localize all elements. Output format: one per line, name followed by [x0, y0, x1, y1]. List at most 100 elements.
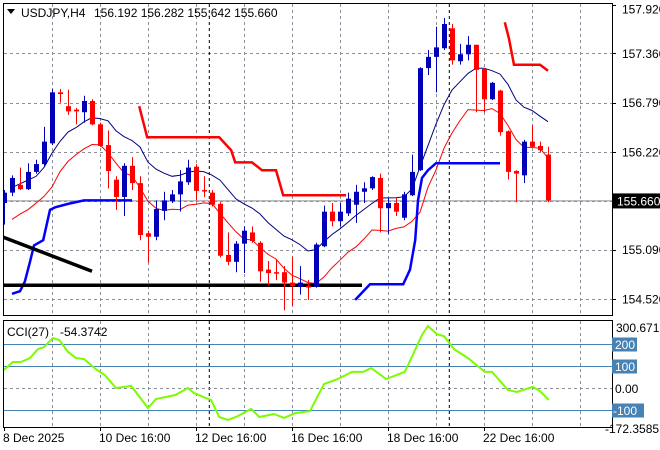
candles	[4, 17, 551, 311]
time-tick-label: 18 Dec 16:00	[387, 431, 459, 445]
candle	[362, 182, 367, 204]
cci-level-labels: 200 100 0.00 -100	[612, 337, 644, 418]
candle-body	[546, 154, 551, 201]
cci-level-label: -100	[613, 404, 637, 418]
time-tick-label: 8 Dec 2025	[3, 431, 65, 445]
candle	[530, 125, 535, 148]
candle	[250, 226, 255, 243]
candle-body	[378, 177, 383, 209]
candle-body	[4, 192, 7, 204]
candle-body	[106, 145, 111, 172]
candle	[202, 176, 207, 197]
cci-level-label: 0.00	[615, 382, 639, 396]
candle-body	[450, 28, 455, 61]
candle	[394, 196, 399, 216]
cci-level-badge	[612, 337, 637, 352]
candle	[106, 130, 111, 189]
candle-body	[210, 192, 215, 205]
candle	[282, 266, 287, 311]
candle-body	[474, 44, 479, 70]
candle	[378, 173, 383, 233]
candle	[4, 190, 7, 225]
trendline	[4, 235, 93, 273]
candle	[386, 197, 391, 235]
candle	[290, 256, 295, 306]
candle	[458, 43, 463, 65]
price-tick-label: 156.790	[622, 96, 660, 110]
candle-body	[218, 203, 223, 256]
candle-body	[490, 82, 495, 100]
candle-body	[466, 44, 471, 55]
candle	[170, 190, 175, 204]
candle-body	[498, 90, 503, 133]
candle	[474, 44, 479, 113]
candle-body	[90, 100, 95, 125]
time-tick-label: 10 Dec 16:00	[99, 431, 171, 445]
candle-body	[426, 56, 431, 69]
candle	[298, 266, 303, 295]
candle-body	[538, 145, 543, 151]
candle	[58, 88, 63, 103]
candle	[178, 170, 183, 212]
candle-body	[346, 198, 351, 214]
candle-body	[402, 194, 407, 218]
candle-body	[178, 181, 183, 195]
ohlc-readout: 156.192 156.282 155.642 155.660	[94, 6, 278, 20]
candle	[34, 159, 39, 174]
candle	[82, 95, 87, 123]
time-axis: 8 Dec 2025 10 Dec 16:00 12 Dec 16:00 16 Dec…	[3, 427, 555, 445]
ema-low-line	[11, 108, 549, 285]
candle-body	[506, 131, 511, 172]
candle-body	[42, 141, 47, 165]
cci-label: CCI(27)	[7, 325, 49, 339]
candle-body	[314, 244, 319, 287]
candle-body	[522, 141, 527, 176]
candle-body	[234, 243, 239, 262]
time-tick-label: 12 Dec 16:00	[195, 431, 267, 445]
candle	[274, 260, 279, 280]
candle-body	[370, 177, 375, 189]
candle-body	[50, 92, 55, 144]
candle	[482, 68, 487, 113]
candle	[26, 163, 31, 191]
lower-step-line	[354, 161, 500, 301]
candle-body	[226, 254, 231, 262]
candle	[450, 24, 455, 65]
candle-body	[322, 211, 327, 247]
candle-body	[26, 171, 31, 190]
ema-high-line	[11, 67, 549, 252]
candle	[266, 260, 271, 286]
candle-body	[194, 166, 199, 191]
candle	[370, 176, 375, 191]
candle	[42, 126, 47, 166]
candle	[146, 230, 151, 263]
price-tick-label: 155.090	[622, 243, 660, 257]
candle	[114, 176, 119, 210]
candle-body	[514, 171, 519, 174]
price-tick-label: 154.520	[622, 292, 660, 306]
candle-body	[114, 179, 119, 197]
cci-scale-max: 300.6719	[616, 321, 660, 335]
candle	[346, 192, 351, 216]
candle-body	[162, 200, 167, 211]
candle-body	[154, 209, 159, 237]
candle	[402, 191, 407, 221]
candle	[66, 89, 71, 115]
dropdown-triangle-icon[interactable]	[7, 9, 15, 14]
candle	[466, 36, 471, 61]
candle	[226, 232, 231, 266]
candle-body	[418, 68, 423, 171]
candle	[426, 49, 431, 76]
candle-body	[298, 282, 303, 287]
candle-body	[354, 191, 359, 205]
time-tick-label: 22 Dec 16:00	[483, 431, 555, 445]
candle	[434, 26, 439, 93]
candle-body	[138, 183, 143, 236]
candle	[90, 99, 95, 126]
candle-body	[362, 188, 367, 192]
candle-body	[442, 24, 447, 49]
candle-body	[530, 141, 535, 147]
candle	[162, 191, 167, 221]
candle-body	[202, 190, 207, 192]
